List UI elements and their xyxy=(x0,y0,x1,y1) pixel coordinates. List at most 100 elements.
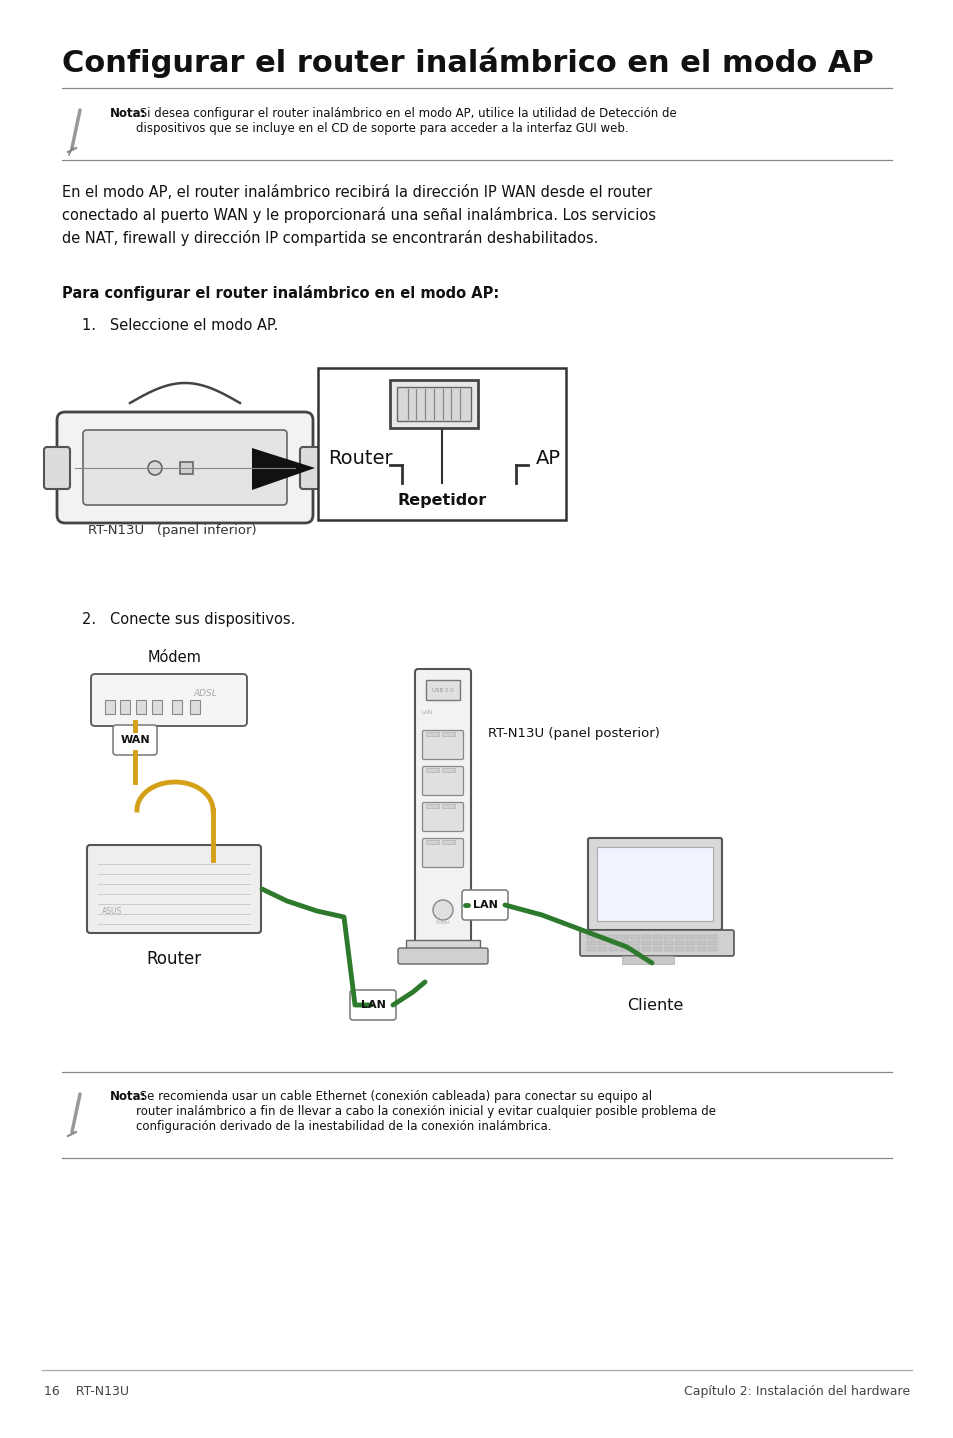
Text: Router: Router xyxy=(328,450,393,469)
Text: ADSL: ADSL xyxy=(193,689,216,699)
Text: Módem: Módem xyxy=(148,650,202,664)
Bar xyxy=(619,935,628,939)
Text: ASUS: ASUS xyxy=(102,907,122,916)
Bar xyxy=(697,940,705,945)
FancyBboxPatch shape xyxy=(422,802,463,831)
FancyBboxPatch shape xyxy=(461,890,507,920)
Bar xyxy=(707,940,717,945)
Bar xyxy=(598,935,606,939)
Bar xyxy=(641,940,650,945)
Text: USB 2.0: USB 2.0 xyxy=(432,687,454,693)
Text: LAN: LAN xyxy=(472,900,497,910)
Bar xyxy=(120,700,130,715)
Text: LAN: LAN xyxy=(421,709,433,715)
Bar xyxy=(675,935,683,939)
Text: Router: Router xyxy=(146,951,201,968)
FancyBboxPatch shape xyxy=(397,948,488,963)
Text: LAN: LAN xyxy=(360,999,385,1009)
FancyBboxPatch shape xyxy=(299,447,326,489)
Bar xyxy=(663,948,672,951)
Text: RT-N13U (panel posterior): RT-N13U (panel posterior) xyxy=(488,728,659,741)
Text: Si desea configurar el router inalámbrico en el modo AP, utilice la utilidad de : Si desea configurar el router inalámbric… xyxy=(136,106,676,135)
Bar xyxy=(707,948,717,951)
Bar xyxy=(652,940,661,945)
Bar xyxy=(630,935,639,939)
Bar xyxy=(707,935,717,939)
Bar xyxy=(663,940,672,945)
FancyBboxPatch shape xyxy=(579,930,733,956)
Text: Capítulo 2: Instalación del hardware: Capítulo 2: Instalación del hardware xyxy=(683,1385,909,1398)
Bar xyxy=(641,935,650,939)
Bar xyxy=(426,840,438,844)
Text: Nota:: Nota: xyxy=(110,1090,147,1103)
Bar xyxy=(426,768,438,772)
FancyBboxPatch shape xyxy=(350,989,395,1020)
Text: Nota:: Nota: xyxy=(110,106,147,119)
FancyBboxPatch shape xyxy=(587,838,721,930)
Bar xyxy=(136,700,146,715)
Bar xyxy=(685,948,695,951)
Bar xyxy=(441,804,455,808)
Circle shape xyxy=(148,462,162,475)
FancyBboxPatch shape xyxy=(91,674,247,726)
Bar xyxy=(641,948,650,951)
Bar xyxy=(652,948,661,951)
Text: Para configurar el router inalámbrico en el modo AP:: Para configurar el router inalámbrico en… xyxy=(62,285,498,301)
FancyBboxPatch shape xyxy=(422,766,463,795)
Bar xyxy=(621,956,673,963)
Bar xyxy=(597,847,712,920)
Bar xyxy=(180,462,193,475)
Bar xyxy=(586,935,596,939)
Bar xyxy=(598,940,606,945)
Bar xyxy=(441,768,455,772)
Bar xyxy=(630,940,639,945)
FancyBboxPatch shape xyxy=(422,731,463,759)
Bar xyxy=(586,948,596,951)
Bar xyxy=(630,948,639,951)
Text: 1.   Seleccione el modo AP.: 1. Seleccione el modo AP. xyxy=(82,318,278,334)
Bar xyxy=(697,948,705,951)
Bar xyxy=(608,948,618,951)
Text: Cliente: Cliente xyxy=(626,998,682,1012)
Text: Power: Power xyxy=(436,919,450,925)
Bar xyxy=(426,732,438,736)
FancyBboxPatch shape xyxy=(87,846,261,933)
Text: 16    RT-N13U: 16 RT-N13U xyxy=(44,1385,129,1398)
Bar xyxy=(663,935,672,939)
Text: 2.   Conecte sus dispositivos.: 2. Conecte sus dispositivos. xyxy=(82,613,295,627)
FancyBboxPatch shape xyxy=(415,669,471,943)
Bar xyxy=(619,948,628,951)
Bar xyxy=(608,935,618,939)
FancyBboxPatch shape xyxy=(112,725,157,755)
FancyBboxPatch shape xyxy=(57,413,313,523)
Bar xyxy=(697,935,705,939)
FancyBboxPatch shape xyxy=(44,447,70,489)
Bar xyxy=(152,700,162,715)
FancyBboxPatch shape xyxy=(83,430,287,505)
Circle shape xyxy=(433,900,453,920)
Bar xyxy=(608,940,618,945)
FancyBboxPatch shape xyxy=(422,838,463,867)
Bar xyxy=(586,940,596,945)
Bar xyxy=(685,940,695,945)
Bar xyxy=(652,935,661,939)
Bar xyxy=(105,700,115,715)
Bar xyxy=(441,732,455,736)
Text: Configurar el router inalámbrico en el modo AP: Configurar el router inalámbrico en el m… xyxy=(62,47,873,79)
Text: RT-N13U   (panel inferior): RT-N13U (panel inferior) xyxy=(88,523,256,536)
Text: Se recomienda usar un cable Ethernet (conexión cableada) para conectar su equipo: Se recomienda usar un cable Ethernet (co… xyxy=(136,1090,716,1133)
Bar xyxy=(675,940,683,945)
Bar xyxy=(390,380,477,429)
Bar xyxy=(172,700,182,715)
Bar xyxy=(619,940,628,945)
Bar xyxy=(406,940,479,952)
Bar xyxy=(426,804,438,808)
Text: AP: AP xyxy=(536,450,560,469)
Text: Repetidor: Repetidor xyxy=(397,492,486,508)
Bar xyxy=(317,368,565,521)
Bar xyxy=(685,935,695,939)
Bar xyxy=(598,948,606,951)
Text: En el modo AP, el router inalámbrico recibirá la dirección IP WAN desde el route: En el modo AP, el router inalámbrico rec… xyxy=(62,186,656,246)
Polygon shape xyxy=(252,449,314,490)
Bar xyxy=(426,680,459,700)
